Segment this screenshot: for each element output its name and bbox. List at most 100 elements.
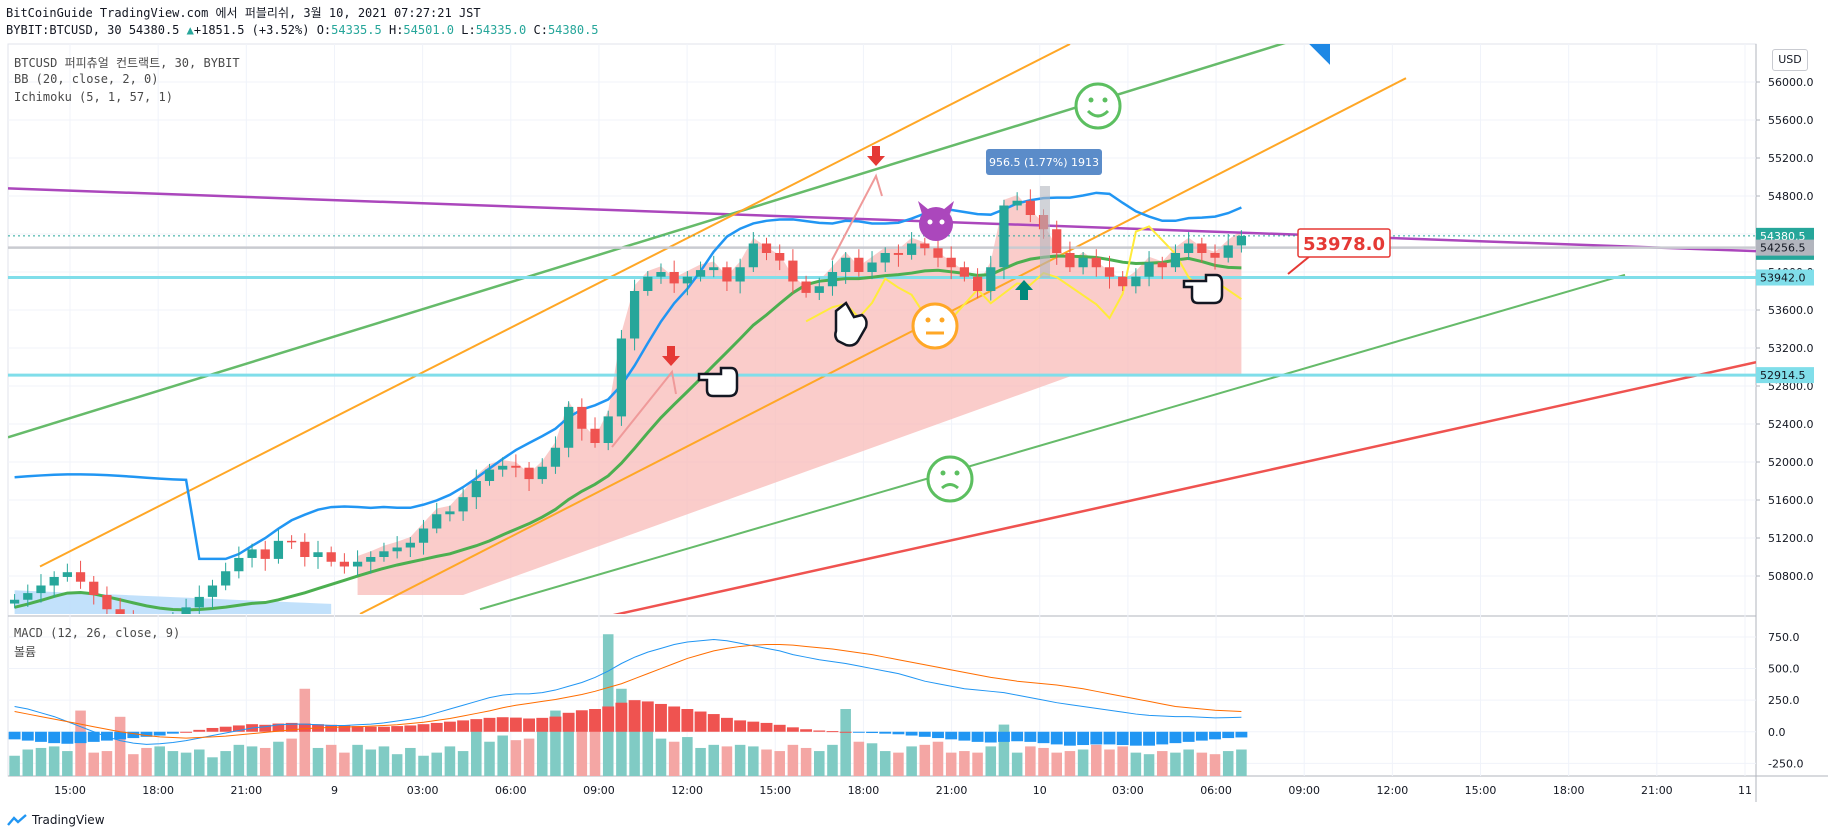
macd-histogram-bar [1116,731,1129,746]
macd-histogram-bar [417,724,430,732]
macd-histogram-bar [523,718,535,732]
cloud-icon [7,814,27,826]
candle-body [511,465,521,468]
macd-histogram-bar [153,731,166,736]
candle-body [75,572,86,582]
hand-pointer-icon-2-shape [1182,273,1224,305]
candle-body [946,257,956,268]
macd-histogram-bar [272,723,285,732]
candle-body [841,257,851,272]
volume-bar [853,741,865,776]
dizzy-face-icon-outline [926,455,974,503]
macd-tick-label: 0.0 [1768,726,1786,739]
macd-histogram-bar [866,731,878,734]
price-axis-label-bg [1756,367,1814,384]
volume-bar [668,741,680,776]
candle-body [1131,276,1141,287]
macd-histogram-bar [193,729,206,732]
volume-bar [1104,749,1115,776]
y-tick-label: 55200.0 [1768,152,1814,165]
candle-body [907,243,917,255]
measure-range [1040,186,1050,278]
macd-tick-label: 500.0 [1768,663,1800,676]
callout-box [1297,228,1391,258]
volume-bar [194,749,205,776]
candle-body [735,267,745,282]
macd-histogram-bar [351,726,364,732]
macd-histogram-bar [219,726,232,732]
volume-bar [748,746,759,776]
y-tick-label: 50800.0 [1768,570,1814,583]
volume-bar [22,749,34,776]
macd-histogram-bar [562,712,575,732]
candle-body [880,253,890,263]
candle-body [273,540,284,559]
x-tick-label: 9 [331,784,338,797]
candle-body [1170,253,1181,268]
legend-bb: BB (20, close, 2, 0) [14,72,159,86]
x-tick-label: 18:00 [142,784,174,797]
macd-histogram-bar [734,720,747,732]
projection-line-1 [611,369,677,448]
sell-arrow-icon [867,146,885,166]
candle-body [933,248,943,258]
candle-body [1025,200,1035,215]
sell-arrow-icon-2-shape [662,346,680,366]
x-tick-label: 21:00 [230,784,262,797]
candle-body [432,514,442,529]
macd-histogram-bar [839,731,852,733]
volume-bar [1064,751,1076,776]
candle-body [300,541,310,557]
candle-body [1012,200,1022,206]
happy-face-icon [1074,82,1122,130]
macd-histogram-bar [826,731,839,733]
candle-body [814,286,824,293]
candle-body [616,338,627,417]
macd-histogram-bar [668,706,681,732]
neutral-face-icon-eye-left [925,317,931,323]
macd-histogram-bar [443,721,456,732]
macd-histogram-bar [457,720,470,732]
macd-histogram-bar [1209,731,1221,740]
macd-histogram-bar [879,731,892,734]
legend-ichimoku: Ichimoku (5, 1, 57, 1) [14,90,173,104]
volume-bar [1209,754,1221,776]
currency-button[interactable]: USD [1772,49,1808,71]
low-label: L: [461,23,476,37]
volume-bar [1051,752,1062,776]
open-label: O: [316,23,332,37]
candle-body [537,466,547,480]
volume-bar [893,752,904,776]
macd-histogram-bar [140,731,153,737]
volume-bar [959,751,970,776]
candle-body [458,497,468,512]
macd-histogram-bar [259,724,272,732]
volume-bar [207,757,218,776]
candle-body [524,467,534,480]
dizzy-face-icon [926,455,974,503]
candle-body [181,607,191,614]
volume-bar [695,747,706,776]
price-change: +1851.5 (+3.52%) [193,23,310,37]
volume-bar [761,749,772,776]
macd-histogram-bar [232,725,245,732]
callout-pointer [1287,255,1311,275]
macd-histogram-bar [615,702,628,732]
volume-bar [378,746,390,776]
neutral-face-icon [911,302,959,350]
candle-body [1197,243,1207,253]
neutral-face-icon-eye-right [939,317,945,323]
candle-body [234,557,244,572]
hand-pointer-icon-3 [834,301,868,347]
candle-body [36,585,46,594]
purple-trendline [8,187,1756,253]
volume-bar [1077,749,1089,776]
volume-bar [457,751,469,776]
price-axis-label: 53942.0 [1760,272,1806,285]
macd-histogram-bar [628,700,641,732]
y-tick-label: 52800.0 [1768,380,1814,393]
volume-bar [945,752,957,776]
volume-bar [154,746,165,776]
candle-body [339,561,349,567]
